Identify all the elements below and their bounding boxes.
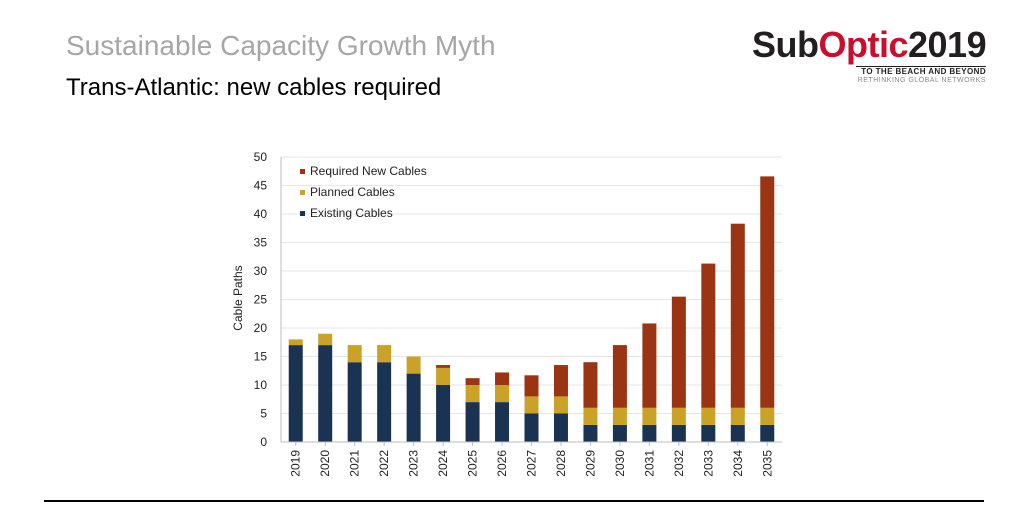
bar-planned-cables	[583, 407, 598, 425]
bar-existing-cables	[406, 373, 421, 442]
bar-existing-cables	[612, 424, 627, 442]
bar-existing-cables	[495, 402, 510, 442]
x-tick-label: 2027	[525, 450, 539, 477]
bar-required-new-cables	[730, 223, 745, 408]
legend-swatch	[300, 211, 305, 216]
logo-name-year: 2019	[908, 24, 987, 65]
legend-label: Planned Cables	[310, 185, 395, 199]
slide-title: Sustainable Capacity Growth Myth	[66, 30, 496, 61]
bar-planned-cables	[553, 396, 568, 414]
x-tick-label: 2031	[642, 450, 656, 477]
bar-required-new-cables	[701, 263, 716, 408]
bar-planned-cables	[347, 345, 362, 363]
legend-label: Required New Cables	[310, 164, 427, 178]
bar-existing-cables	[583, 424, 598, 442]
y-tick-label: 5	[260, 407, 267, 421]
logo-name-prefix: Sub	[752, 24, 819, 65]
x-tick-label: 2032	[672, 450, 686, 477]
bar-existing-cables	[377, 362, 392, 442]
bar-existing-cables	[347, 362, 362, 442]
logo-tagline: TO THE BEACH AND BEYOND	[861, 67, 986, 76]
logo-divider	[856, 66, 986, 67]
x-tick-label: 2033	[701, 450, 715, 477]
bar-planned-cables	[288, 339, 303, 346]
bar-planned-cables	[318, 333, 333, 346]
bar-existing-cables	[465, 402, 480, 442]
bar-planned-cables	[730, 407, 745, 425]
legend-swatch	[300, 169, 305, 174]
legend-label: Existing Cables	[310, 206, 393, 220]
bar-existing-cables	[760, 424, 775, 442]
y-tick-label: 25	[254, 293, 268, 307]
logo-wordmark: SubOptic2019	[752, 22, 987, 68]
bar-required-new-cables	[553, 365, 568, 397]
bar-required-new-cables	[465, 378, 480, 385]
bar-existing-cables	[730, 424, 745, 442]
slide-subtitle: Trans-Atlantic: new cables required	[66, 74, 442, 101]
bar-required-new-cables	[612, 345, 627, 408]
x-tick-label: 2034	[731, 450, 745, 477]
x-tick-label: 2030	[613, 450, 627, 477]
y-tick-label: 0	[260, 435, 267, 449]
bar-planned-cables	[406, 356, 421, 374]
y-axis-title: Cable Paths	[231, 265, 245, 330]
bar-required-new-cables	[583, 362, 598, 408]
y-tick-label: 45	[254, 179, 268, 193]
bar-existing-cables	[436, 385, 451, 442]
x-tick-label: 2028	[554, 450, 568, 477]
y-tick-label: 15	[254, 350, 268, 364]
y-tick-label: 30	[254, 264, 268, 278]
bar-planned-cables	[701, 407, 716, 425]
bar-required-new-cables	[642, 323, 657, 408]
y-tick-label: 40	[254, 207, 268, 221]
legend: Required New Cables Planned Cables Existin…	[300, 164, 427, 220]
x-tick-label: 2023	[407, 450, 421, 477]
x-tick-label: 2020	[318, 450, 332, 477]
x-tick-label: 2026	[495, 450, 509, 477]
bar-required-new-cables	[436, 365, 451, 368]
bar-existing-cables	[553, 413, 568, 442]
bar-existing-cables	[642, 424, 657, 442]
x-tick-label: 2021	[348, 450, 362, 477]
bar-planned-cables	[524, 396, 539, 414]
bar-planned-cables	[495, 385, 510, 403]
logo-name-accent: Optic	[818, 24, 909, 65]
bar-planned-cables	[642, 407, 657, 425]
bar-required-new-cables	[524, 375, 539, 397]
bar-planned-cables	[760, 407, 775, 425]
bars	[288, 176, 775, 442]
y-tick-label: 50	[254, 150, 268, 164]
bar-required-new-cables	[671, 296, 686, 408]
bar-required-new-cables	[495, 372, 510, 385]
bar-planned-cables	[377, 345, 392, 363]
bar-planned-cables	[612, 407, 627, 425]
y-tick-label: 20	[254, 321, 268, 335]
x-tick-label: 2024	[436, 450, 450, 477]
x-tick-label: 2025	[466, 450, 480, 477]
bar-existing-cables	[318, 345, 333, 442]
legend-swatch	[300, 190, 305, 195]
bar-existing-cables	[671, 424, 686, 442]
bar-planned-cables	[436, 367, 451, 385]
bar-planned-cables	[671, 407, 686, 425]
bar-existing-cables	[524, 413, 539, 442]
x-tick-label: 2022	[377, 450, 391, 477]
x-tick-label: 2035	[760, 450, 774, 477]
y-tick-label: 35	[254, 236, 268, 250]
suboptic-logo: SubOptic2019 TO THE BEACH AND BEYOND RET…	[752, 22, 988, 88]
x-tick-label: 2019	[289, 450, 303, 477]
y-tick-label: 10	[254, 378, 268, 392]
bottom-divider	[44, 500, 984, 502]
bar-existing-cables	[701, 424, 716, 442]
x-tick-label: 2029	[583, 450, 597, 477]
bar-required-new-cables	[760, 176, 775, 408]
logo-subtagline: RETHINKING GLOBAL NETWORKS	[857, 77, 986, 84]
bar-planned-cables	[465, 385, 480, 403]
bar-existing-cables	[288, 345, 303, 442]
